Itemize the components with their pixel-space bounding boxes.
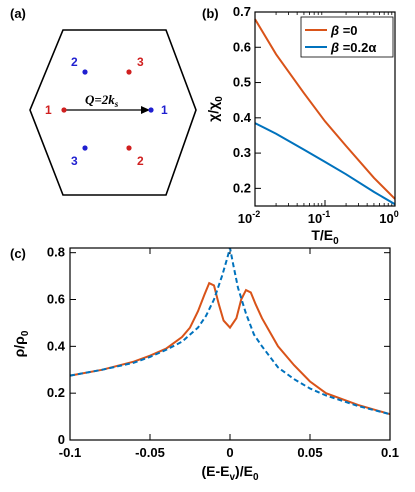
legend-box xyxy=(300,16,394,58)
hexagon-point-label: 3 xyxy=(137,55,144,69)
x-tick-label: 10-2 xyxy=(238,209,260,226)
x-axis-label: T/E0 xyxy=(311,227,339,247)
series-line-1 xyxy=(254,122,396,206)
x-tick-label: 10-1 xyxy=(308,209,330,226)
x-tick-label: 0 xyxy=(226,445,233,460)
y-tick-label: 0.7 xyxy=(233,4,251,19)
x-tick-label: -0.05 xyxy=(135,445,165,460)
x-tick-label: 100 xyxy=(379,209,398,226)
legend-entry: β =0.2α xyxy=(330,40,376,55)
hexagon-point-label: 3 xyxy=(71,154,78,168)
y-tick-label: 0.2 xyxy=(47,385,65,400)
y-tick-label: 0.3 xyxy=(233,145,251,160)
y-tick-label: 0.4 xyxy=(47,338,66,353)
q-vector-arrow xyxy=(64,106,150,114)
panel-label-c: (c) xyxy=(10,246,26,261)
y-tick-label: 0.4 xyxy=(233,110,252,125)
hexagon-point-dot xyxy=(126,145,132,151)
y-axis-label: ρ/ρ0 xyxy=(11,330,31,357)
series-line-0 xyxy=(254,18,396,200)
y-tick-label: 0.5 xyxy=(233,75,251,90)
hexagon-point-label: 1 xyxy=(45,103,52,117)
series-line-0 xyxy=(69,281,391,416)
y-tick-label: 0.8 xyxy=(47,245,65,260)
panel-label-a: (a) xyxy=(10,6,26,21)
y-tick-label: 0.6 xyxy=(233,39,251,54)
plot-frame xyxy=(69,247,391,441)
y-tick-label: 0 xyxy=(58,432,65,447)
hexagon-point-dot xyxy=(61,107,67,113)
hexagon-point-dot xyxy=(82,69,88,75)
legend: β =0 β =0.2α xyxy=(300,16,394,58)
x-axis-label: (E-Ev)/E0 xyxy=(201,463,258,483)
hexagon-outline xyxy=(29,29,197,196)
y-tick-label: 0.6 xyxy=(47,292,65,307)
hexagon-point-dot xyxy=(148,107,154,113)
legend-entry: β =0 xyxy=(330,23,358,38)
plot-frame xyxy=(254,11,396,207)
q-vector-label: Q=2ks xyxy=(85,92,119,109)
x-tick-label: 0.1 xyxy=(381,445,399,460)
hexagon-point-label: 2 xyxy=(137,154,144,168)
hexagon-point-dot xyxy=(82,145,88,151)
hexagon-point-label: 2 xyxy=(71,55,78,69)
panel-label-b: (b) xyxy=(202,6,219,21)
x-tick-label: 0.05 xyxy=(297,445,322,460)
hexagon-point-dot xyxy=(126,69,132,75)
y-tick-label: 0.2 xyxy=(233,180,251,195)
y-axis-label: χ/χ0 xyxy=(205,96,225,122)
x-tick-label: -0.1 xyxy=(59,445,81,460)
series-line-1 xyxy=(69,247,391,416)
hexagon-point-label: 1 xyxy=(161,103,168,117)
